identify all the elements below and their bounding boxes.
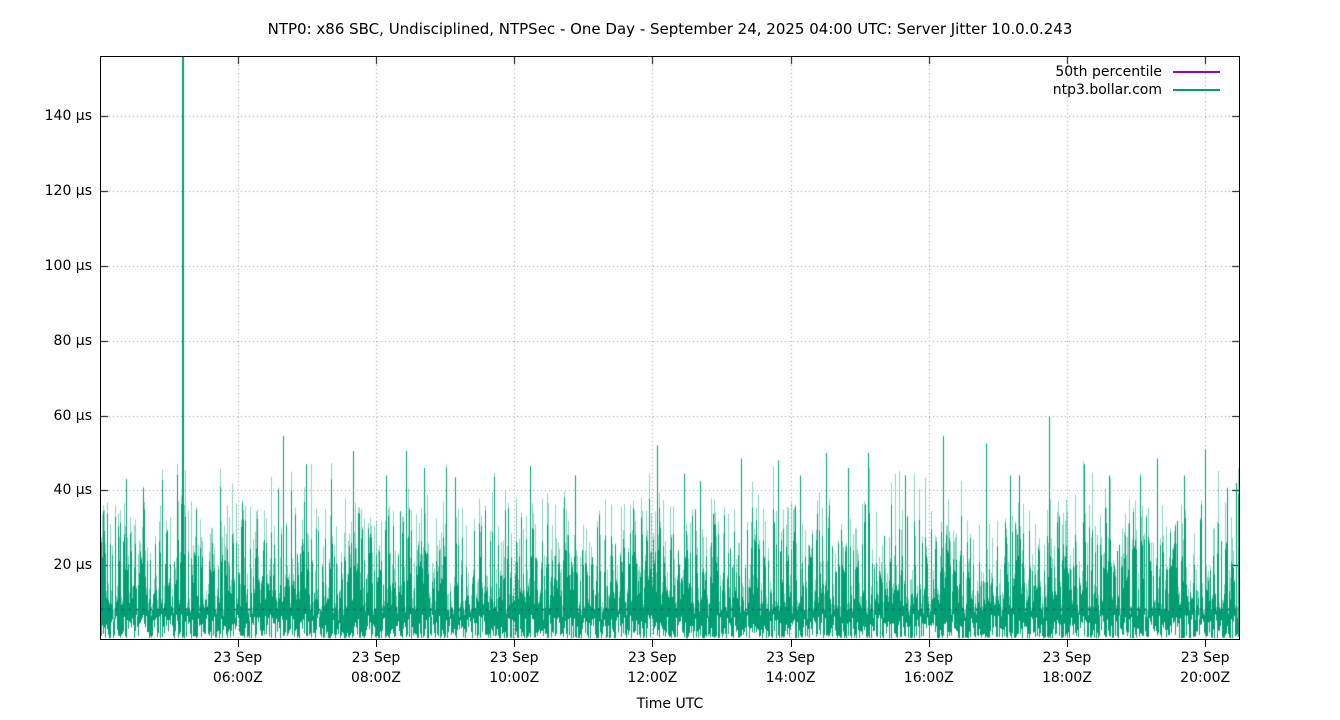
x-tick-date: 23 Sep [489,650,539,666]
legend-line-swatch [1173,71,1220,73]
x-tick-time: 08:00Z [351,670,401,686]
x-tick-label: 23 Sep 16:00Z [869,648,989,688]
x-axis-label: Time UTC [636,696,704,712]
x-tick-time: 18:00Z [1041,670,1092,686]
x-tick-mark [928,639,930,647]
legend-line-swatch [1173,89,1220,91]
x-tick-label: 23 Sep 10:00Z [454,648,574,688]
x-tick-date: 23 Sep [766,650,815,666]
legend-label: ntp3.bollar.com [1052,82,1162,98]
x-tick-time: 14:00Z [765,670,816,686]
x-tick-mark [790,639,792,647]
x-tick-time: 20:00Z [1180,670,1231,686]
y-tick-label: 100 µs [44,257,92,274]
x-tick-mark [237,639,239,647]
x-tick-date: 23 Sep [213,650,263,666]
x-tick-mark [1205,639,1207,647]
x-tick-date: 23 Sep [904,650,954,666]
x-tick-label: 23 Sep 12:00Z [592,648,712,688]
x-tick-time: 10:00Z [489,670,540,686]
x-tick-date: 23 Sep [1180,650,1230,666]
jitter-plot-canvas [101,57,1239,639]
legend-entry-1: ntp3.bollar.com [1053,81,1220,99]
legend-label: 50th percentile [1055,64,1162,80]
x-tick-mark [1066,639,1068,647]
legend: 50th percentile ntp3.bollar.com [1053,63,1220,99]
x-tick-label: 23 Sep 18:00Z [1007,648,1127,688]
x-tick-label: 23 Sep 08:00Z [316,648,436,688]
x-tick-mark [375,639,377,647]
y-tick-label: 80 µs [53,332,92,349]
legend-entry-0: 50th percentile [1053,63,1220,81]
plot-area: 50th percentile ntp3.bollar.com [100,56,1240,640]
x-tick-date: 23 Sep [1042,650,1092,666]
x-tick-date: 23 Sep [628,650,677,666]
y-tick-label: 140 µs [44,108,92,125]
x-tick-time: 06:00Z [212,670,263,686]
y-tick-label: 60 µs [53,407,92,424]
x-tick-label: 23 Sep 14:00Z [731,648,851,688]
y-tick-label: 120 µs [44,182,92,199]
x-tick-time: 16:00Z [903,670,954,686]
chart-title: NTP0: x86 SBC, Undisciplined, NTPSec - O… [267,20,1073,38]
y-tick-label: 20 µs [53,557,92,574]
x-tick-mark [514,639,516,647]
y-tick-label: 40 µs [53,482,92,499]
x-tick-mark [652,639,654,647]
x-tick-date: 23 Sep [351,650,401,666]
x-tick-label: 23 Sep 20:00Z [1145,648,1265,688]
x-tick-label: 23 Sep 06:00Z [178,648,298,688]
x-tick-time: 12:00Z [627,670,678,686]
